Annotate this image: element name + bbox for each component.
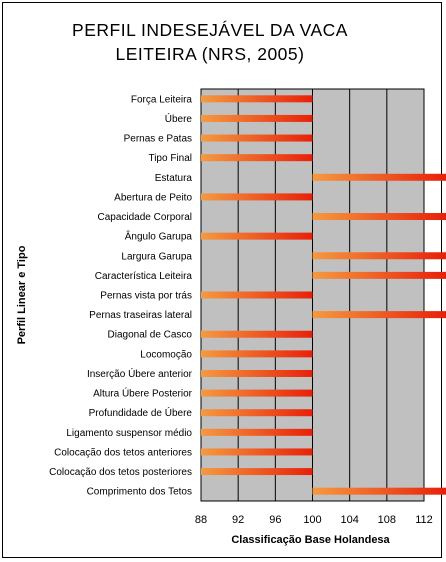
x-tick-label: 104 [340,514,358,526]
x-tick-labels: 88 92 96 100 104 108 112 [195,514,433,526]
x-tick-label: 92 [232,514,244,526]
category-label: Colocação dos tetos anteriores [54,447,192,458]
bar [201,409,313,417]
category-label: Estatura [155,173,193,184]
bar [312,487,446,495]
category-label: Força Leiteira [131,94,193,105]
x-tick-label: 112 [415,514,433,526]
x-tick-label: 88 [195,514,207,526]
bar [201,134,313,142]
category-label: Altura Úbere Posterior [93,387,193,400]
bar [312,213,446,221]
bar [201,95,313,103]
bar [201,291,313,299]
category-label: Comprimento dos Tetos [87,487,192,498]
category-label: Largura Garupa [121,251,192,262]
category-label: Profundidade de Úbere [89,406,193,419]
category-label: Ângulo Garupa [125,230,193,243]
category-label: Úbere [165,112,193,125]
bar [201,193,313,201]
bar [201,154,313,162]
category-label: Pernas traseiras lateral [89,310,192,321]
bar [312,311,446,319]
bar [312,271,446,279]
bar [201,114,313,122]
bar [201,389,313,397]
category-label: Locomoção [140,349,192,360]
category-labels: Força Leiteira Úbere Pernas e Patas Tipo Fi… [49,94,193,497]
bar [201,350,313,358]
x-axis-title: Classificação Base Holandesa [231,534,390,546]
x-tick-label: 100 [303,514,321,526]
category-label: Pernas e Patas [124,134,192,145]
y-axis-title: Perfil Linear e Tipo [16,245,28,344]
category-label: Colocação dos tetos posteriores [49,467,192,478]
category-label: Inserção Úbere anterior [87,367,193,380]
bar [201,428,313,436]
bar [201,369,313,377]
bar [201,330,313,338]
category-label: Capacidade Corporal [97,212,192,223]
category-label: Tipo Final [148,153,192,164]
bar [312,173,446,181]
category-label: Diagonal de Casco [108,330,193,341]
x-tick-label: 108 [378,514,396,526]
bar [312,252,446,260]
category-label: Abertura de Peito [114,192,192,203]
x-tick-label: 96 [269,514,281,526]
chart-title-line-2: LEITEIRA (NRS, 2005) [115,44,305,64]
category-label: Pernas vista por trás [100,291,192,302]
category-label: Característica Leiteira [95,271,193,282]
category-label: Ligamento suspensor médio [66,428,192,439]
bars [201,95,446,495]
bar [201,448,313,456]
chart-title: PERFIL INDESEJÁVEL DA VACA LEITEIRA (NRS… [0,18,420,66]
bar [201,468,313,476]
bar [201,232,313,240]
chart-title-line-1: PERFIL INDESEJÁVEL DA VACA [72,20,348,40]
